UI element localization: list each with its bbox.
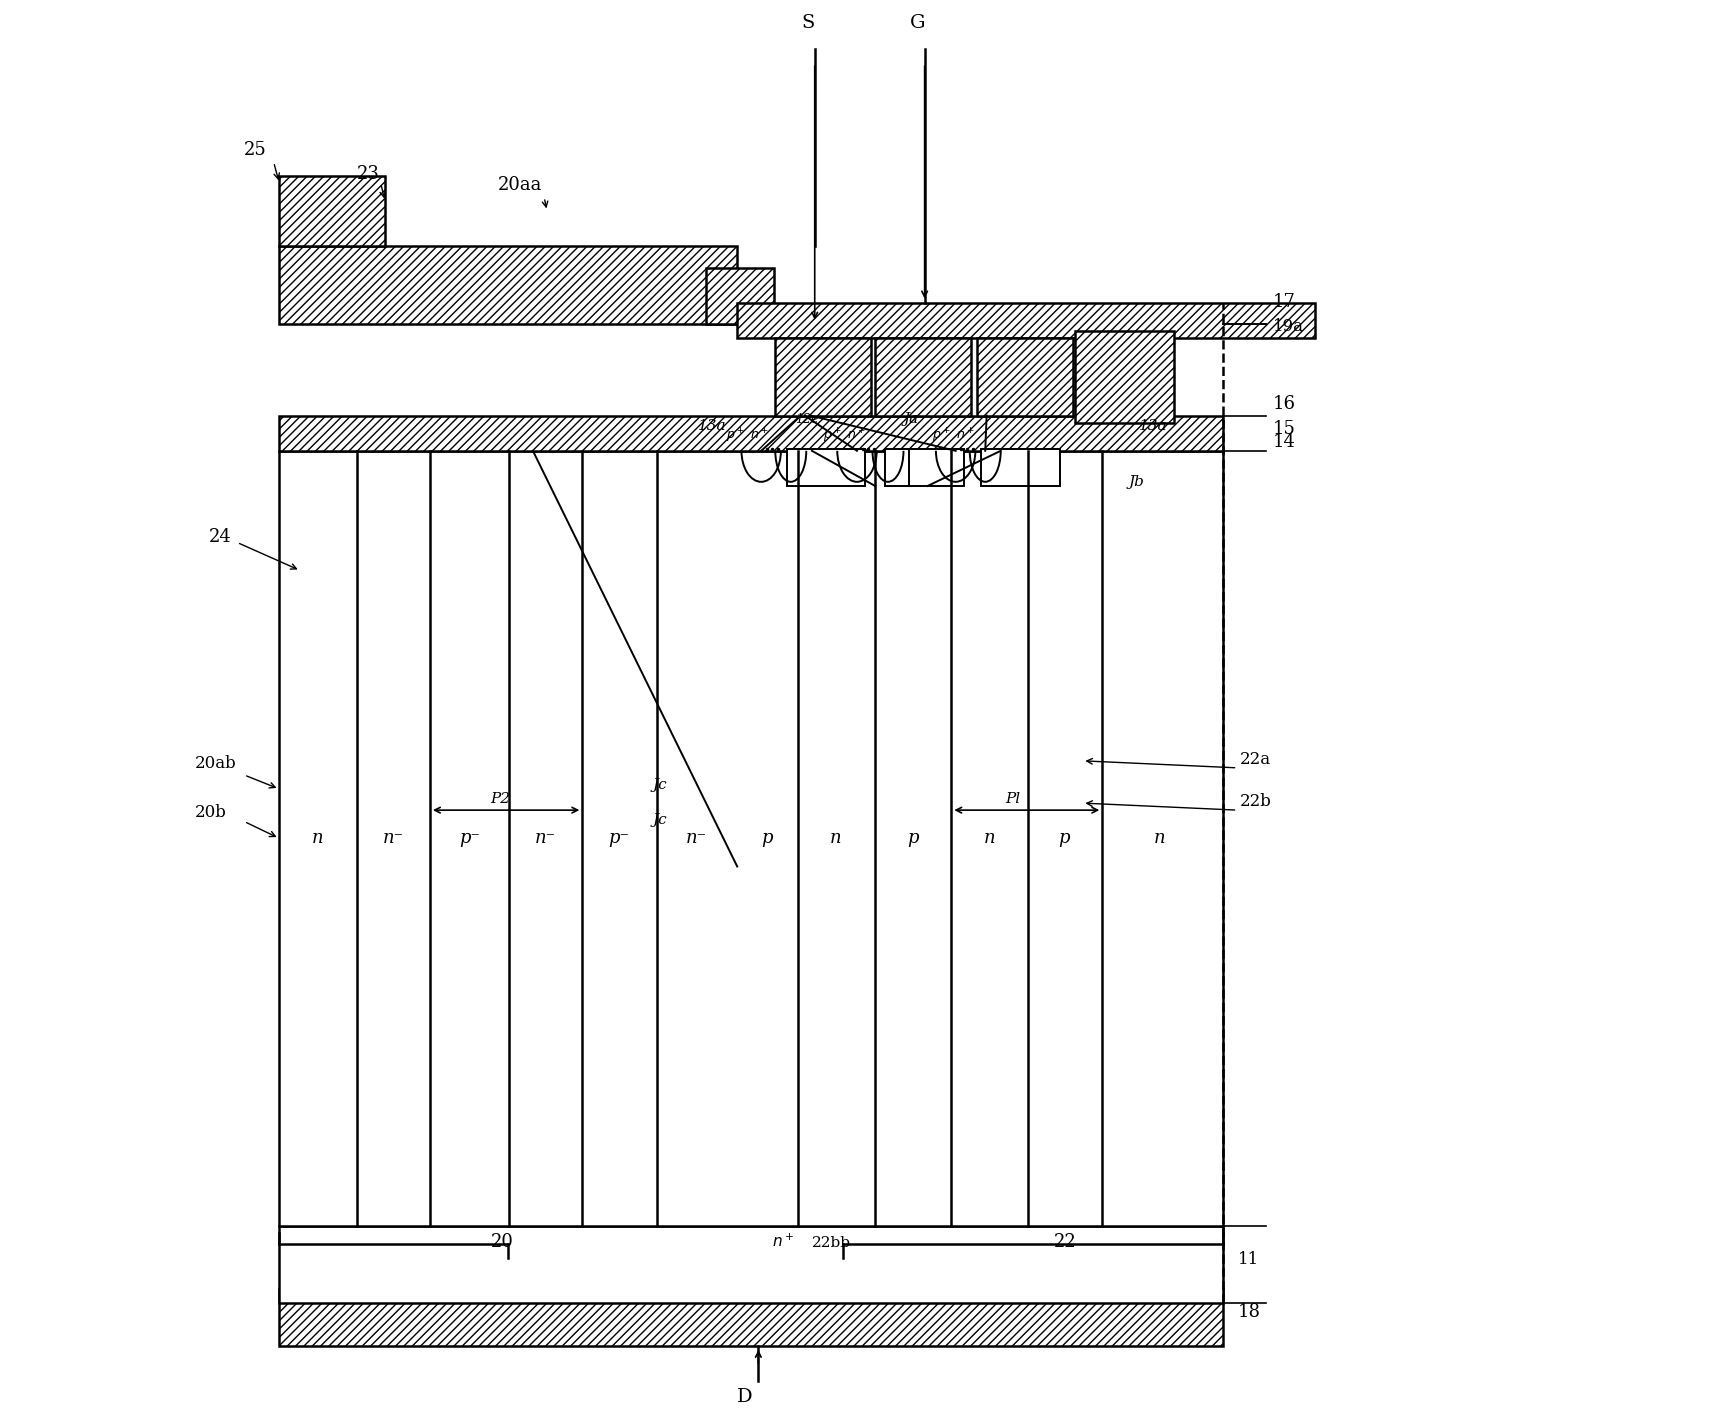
Text: 15: 15	[1274, 420, 1296, 438]
Text: 19a: 19a	[1274, 317, 1304, 334]
Text: p: p	[761, 830, 773, 847]
Bar	[279, 416, 1224, 451]
Text: p⁻: p⁻	[608, 830, 629, 847]
Bar	[787, 450, 866, 487]
Text: n: n	[830, 830, 842, 847]
Text: p: p	[908, 830, 919, 847]
Text: $p^+$: $p^+$	[823, 427, 842, 445]
Text: Ja: Ja	[903, 411, 919, 425]
Text: 20b: 20b	[195, 804, 226, 821]
Text: 12e: 12e	[795, 413, 818, 425]
Text: 22: 22	[1054, 1232, 1076, 1251]
Bar	[775, 339, 871, 416]
Text: $n^+$: $n^+$	[751, 427, 768, 443]
Text: 22b: 22b	[1241, 793, 1272, 810]
Bar	[279, 1225, 1224, 1303]
Text: $n^+$: $n^+$	[956, 427, 974, 443]
Bar	[884, 450, 963, 487]
Text: 16: 16	[1274, 394, 1296, 413]
Text: 22bb: 22bb	[812, 1237, 850, 1249]
Text: 20aa: 20aa	[497, 176, 542, 194]
Text: p⁻: p⁻	[459, 830, 480, 847]
Text: 25: 25	[243, 141, 267, 159]
Text: G: G	[910, 14, 926, 33]
Text: p: p	[1058, 830, 1070, 847]
Bar	[279, 451, 1224, 1225]
Bar	[706, 268, 773, 324]
Text: n⁻: n⁻	[535, 830, 555, 847]
Bar	[279, 246, 737, 324]
Text: n⁻: n⁻	[382, 830, 405, 847]
Text: $n^+$: $n^+$	[847, 427, 866, 443]
Text: $p^+$: $p^+$	[932, 427, 950, 445]
Text: 11: 11	[1238, 1251, 1258, 1268]
Text: 14: 14	[1274, 433, 1296, 451]
Text: P2: P2	[490, 793, 511, 805]
Text: n⁻: n⁻	[686, 830, 706, 847]
Text: n: n	[1154, 830, 1166, 847]
Bar	[980, 450, 1059, 487]
Text: 22a: 22a	[1241, 751, 1272, 767]
Bar	[1075, 332, 1174, 423]
Bar	[876, 339, 972, 416]
Text: 20ab: 20ab	[195, 754, 237, 771]
Text: n: n	[312, 830, 324, 847]
Bar	[279, 1289, 1224, 1346]
Text: 13a: 13a	[1138, 418, 1167, 433]
Text: Jb: Jb	[1130, 475, 1145, 490]
Text: $n^+$: $n^+$	[773, 1232, 795, 1249]
Text: Jc: Jc	[653, 813, 667, 827]
Text: Jc: Jc	[653, 778, 667, 793]
Bar	[737, 303, 1315, 339]
Bar	[279, 176, 386, 246]
Text: n: n	[984, 830, 996, 847]
Text: S: S	[800, 14, 814, 33]
Text: 17: 17	[1274, 293, 1296, 312]
Text: $p^+$: $p^+$	[727, 427, 744, 445]
Text: Pl: Pl	[1004, 793, 1020, 805]
Text: D: D	[737, 1387, 752, 1406]
Text: 23: 23	[357, 165, 379, 184]
Text: 13a: 13a	[698, 418, 727, 433]
Bar	[977, 339, 1073, 416]
Text: 20: 20	[490, 1232, 514, 1251]
Text: 24: 24	[209, 528, 231, 546]
Text: 18: 18	[1238, 1303, 1260, 1322]
